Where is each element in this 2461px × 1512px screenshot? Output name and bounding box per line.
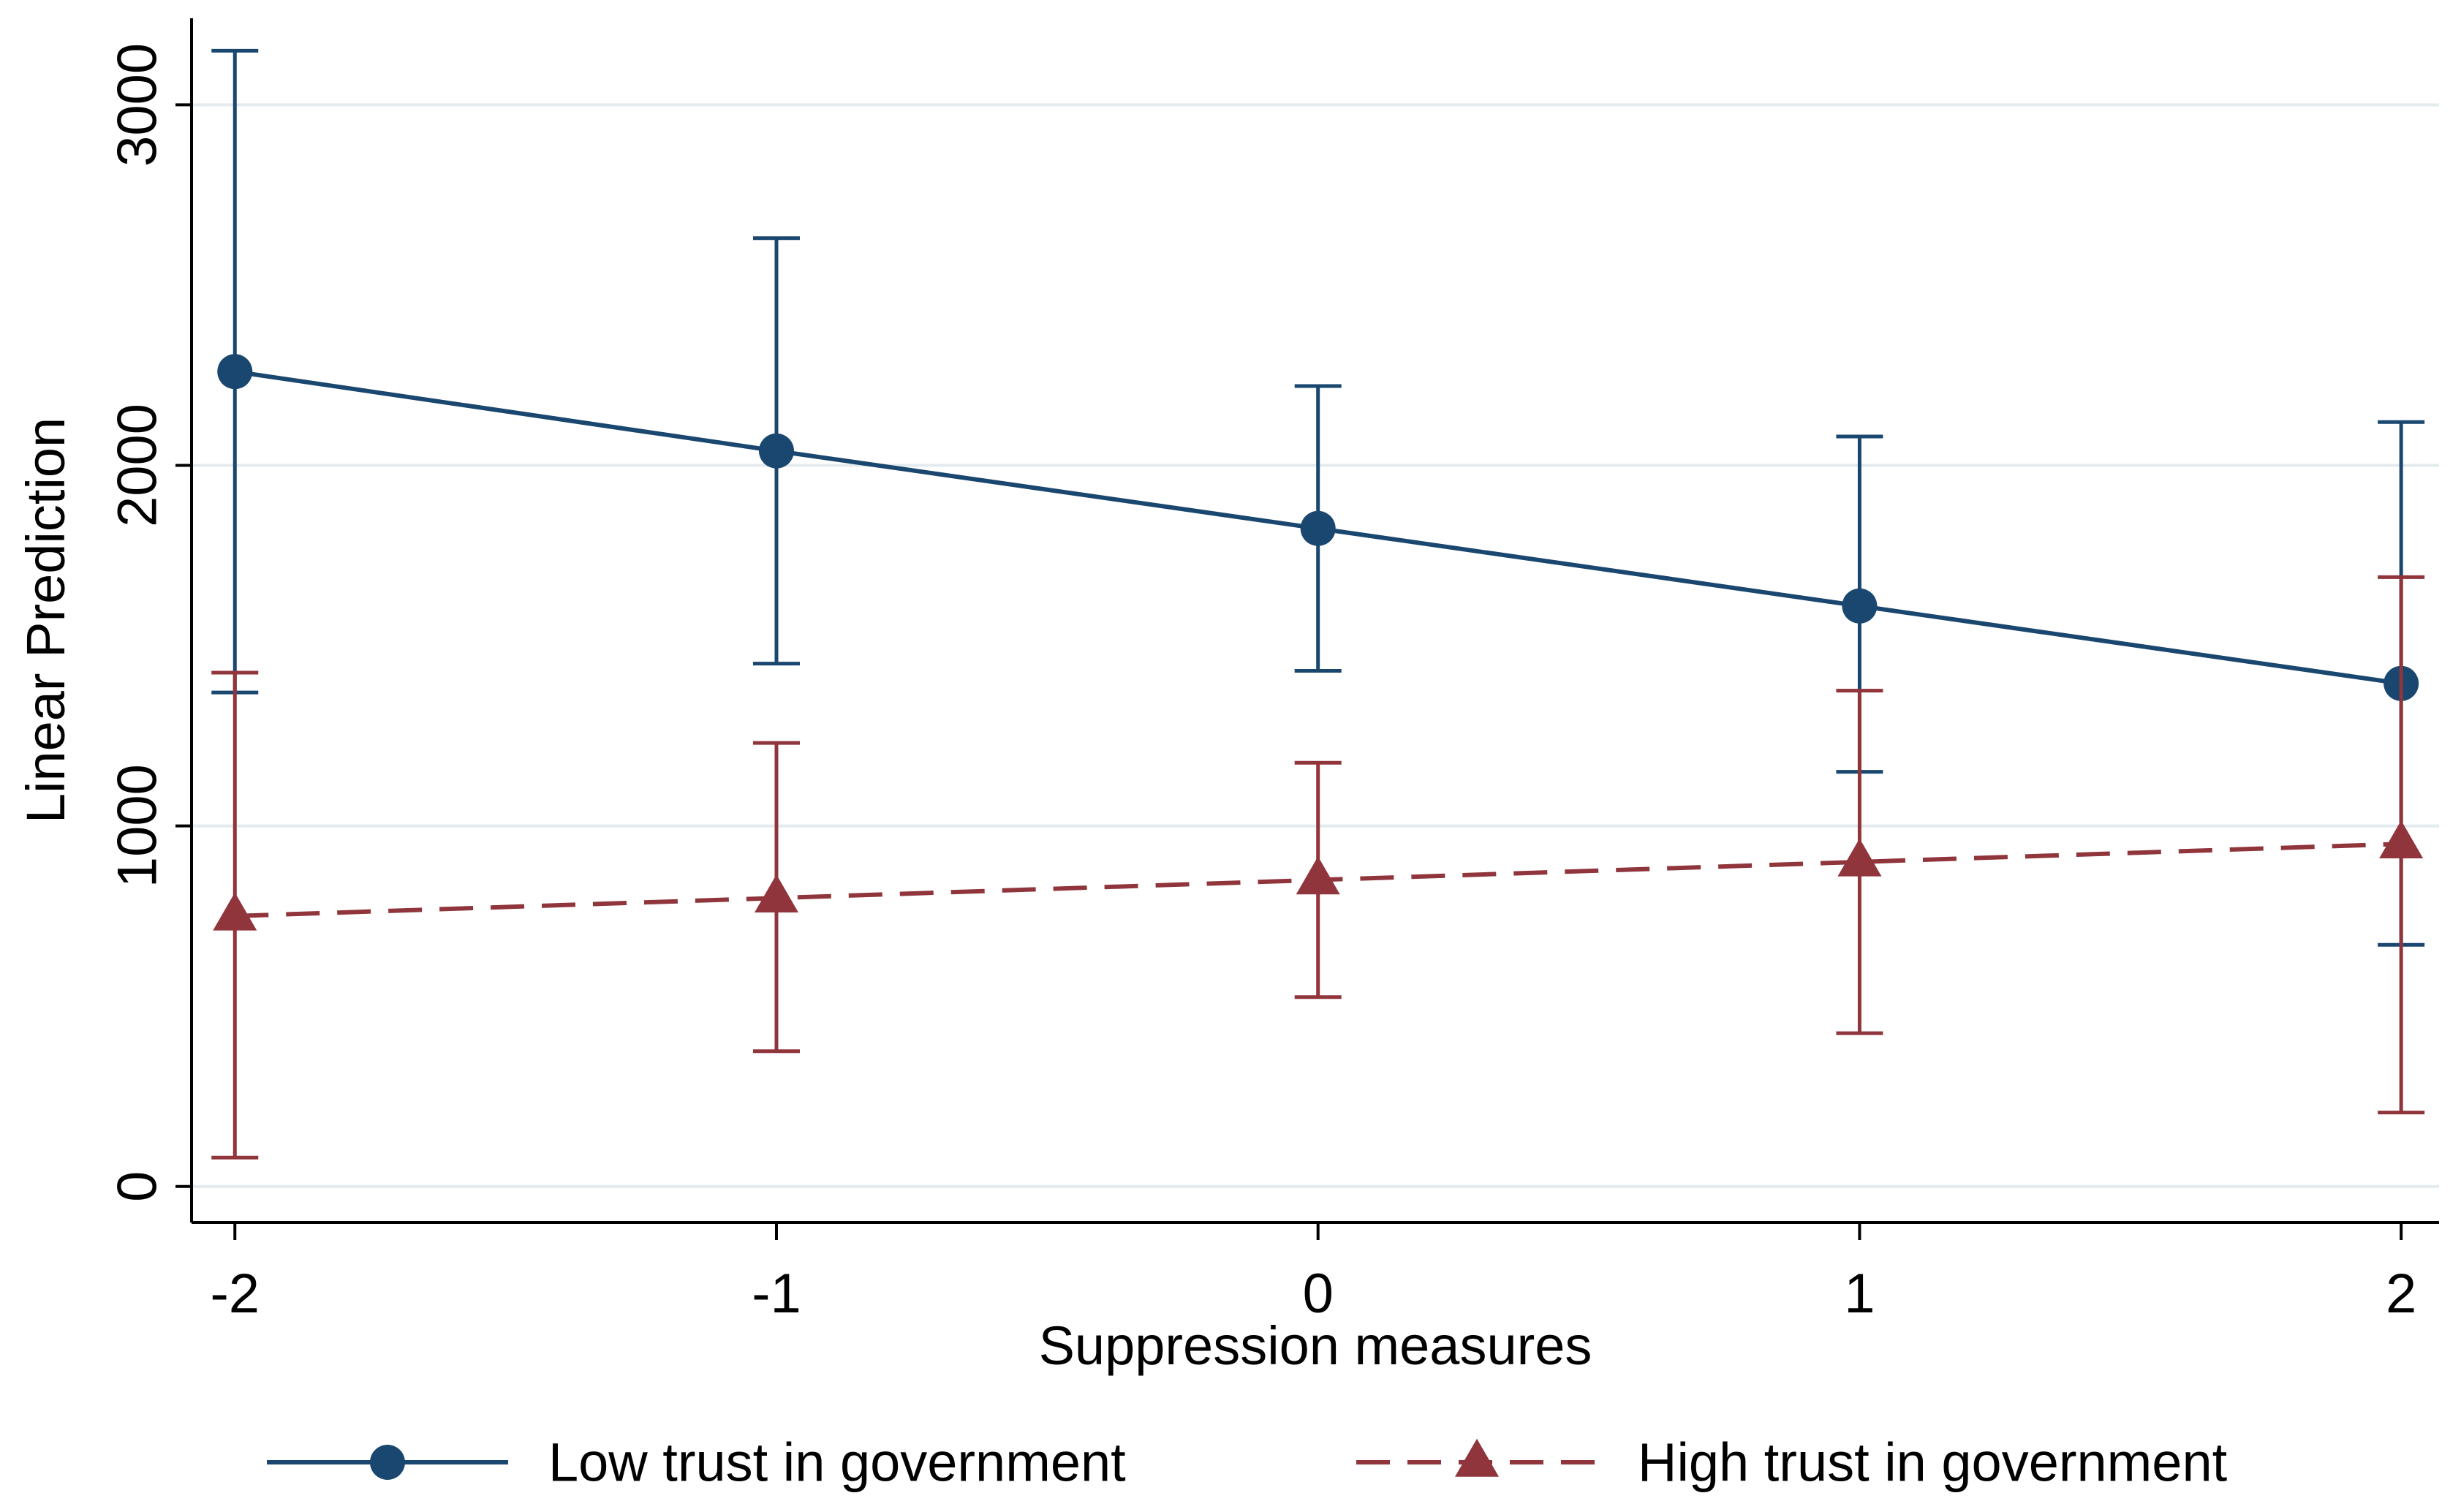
axes [190,18,2439,1224]
data-point-high-trust [1837,838,1882,877]
data-point-high-trust [213,892,257,931]
data-point-low-trust [1300,510,1336,546]
legend: Low trust in government High trust in go… [267,1432,2228,1493]
y-tick-label: 0 [107,1171,169,1202]
series-high-trust [211,575,2425,1160]
legend-label-high-trust: High trust in government [1638,1432,2228,1493]
data-point-low-trust [217,354,253,390]
data-point-high-trust [1296,856,1340,895]
data-point-low-trust [758,433,794,469]
x-tick-label: 0 [1303,1263,1334,1325]
x-tick-label: 2 [2386,1263,2416,1325]
legend-item-high-trust: High trust in government [1356,1432,2228,1493]
x-tick-label: 1 [1844,1263,1875,1325]
legend-item-low-trust: Low trust in government [267,1432,1126,1493]
axis-ticks: 0 1000 2000 3000 -2 -1 0 1 2 [107,43,2417,1325]
data-point-high-trust [2379,820,2424,858]
x-axis-title: Suppression measures [1039,1315,1592,1376]
legend-label-low-trust: Low trust in government [548,1432,1126,1493]
grid-lines [192,103,2439,1188]
y-axis-title: Linear Prediction [15,417,76,823]
y-tick-label: 3000 [107,43,169,167]
x-tick-label: -1 [752,1263,801,1325]
y-tick-label: 1000 [107,764,169,888]
data-point-low-trust [1842,588,1878,624]
series [211,48,2425,1160]
legend-marker-circle-icon [370,1445,405,1480]
y-tick-label: 2000 [107,404,169,527]
legend-marker-triangle-icon [1455,1438,1499,1477]
x-tick-label: -2 [210,1263,260,1325]
data-point-high-trust [754,874,798,912]
